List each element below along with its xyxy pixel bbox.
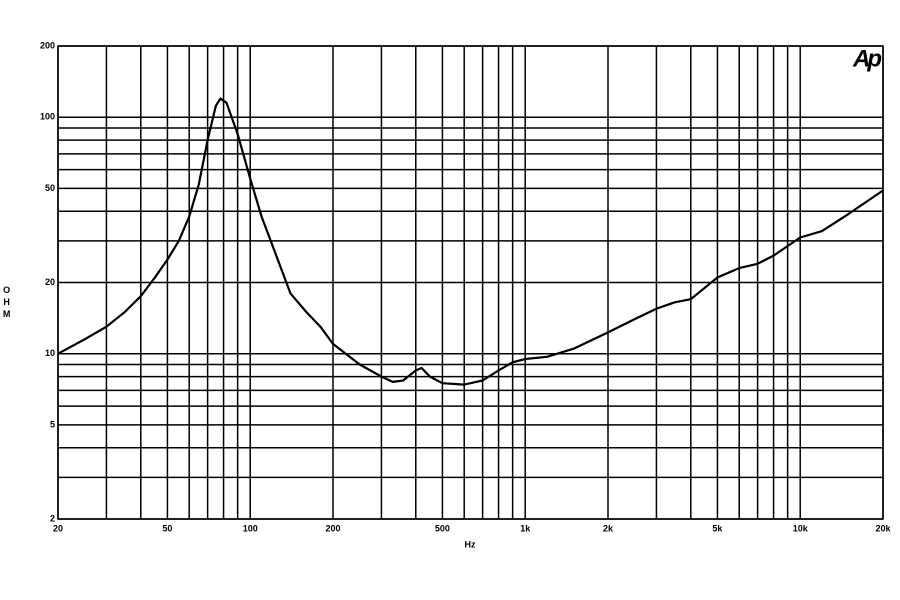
plot-frame (57, 45, 884, 520)
x-axis-label: Hz (465, 539, 476, 549)
y-tick-label: 2 (50, 513, 55, 523)
x-tick-label: 500 (435, 523, 450, 533)
x-tick-label: 200 (325, 523, 340, 533)
x-tick-label: 1k (520, 523, 531, 533)
x-tick-label: 20 (53, 523, 63, 533)
y-tick-label: 50 (45, 183, 55, 193)
y-tick-label: 20 (45, 277, 55, 287)
impedance-curve (57, 97, 884, 386)
x-tick-label: 5k (712, 523, 723, 533)
y-axis-label: OHM (2, 285, 12, 321)
x-tick-label: 2k (603, 523, 614, 533)
y-tick-label: 5 (50, 419, 55, 429)
logo: Ap (852, 45, 881, 72)
y-tick-label: 100 (40, 112, 55, 122)
x-tick-label: 100 (243, 523, 258, 533)
y-tick-label: 200 (40, 40, 55, 50)
y-tick-label: 10 (45, 348, 55, 358)
x-tick-label: 20k (875, 523, 891, 533)
x-tick-label: 50 (162, 523, 172, 533)
x-tick-label: 10k (793, 523, 809, 533)
